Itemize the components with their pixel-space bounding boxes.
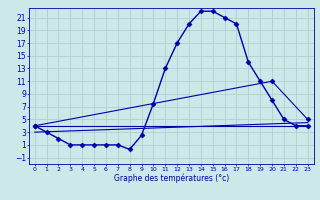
X-axis label: Graphe des températures (°c): Graphe des températures (°c)	[114, 173, 229, 183]
